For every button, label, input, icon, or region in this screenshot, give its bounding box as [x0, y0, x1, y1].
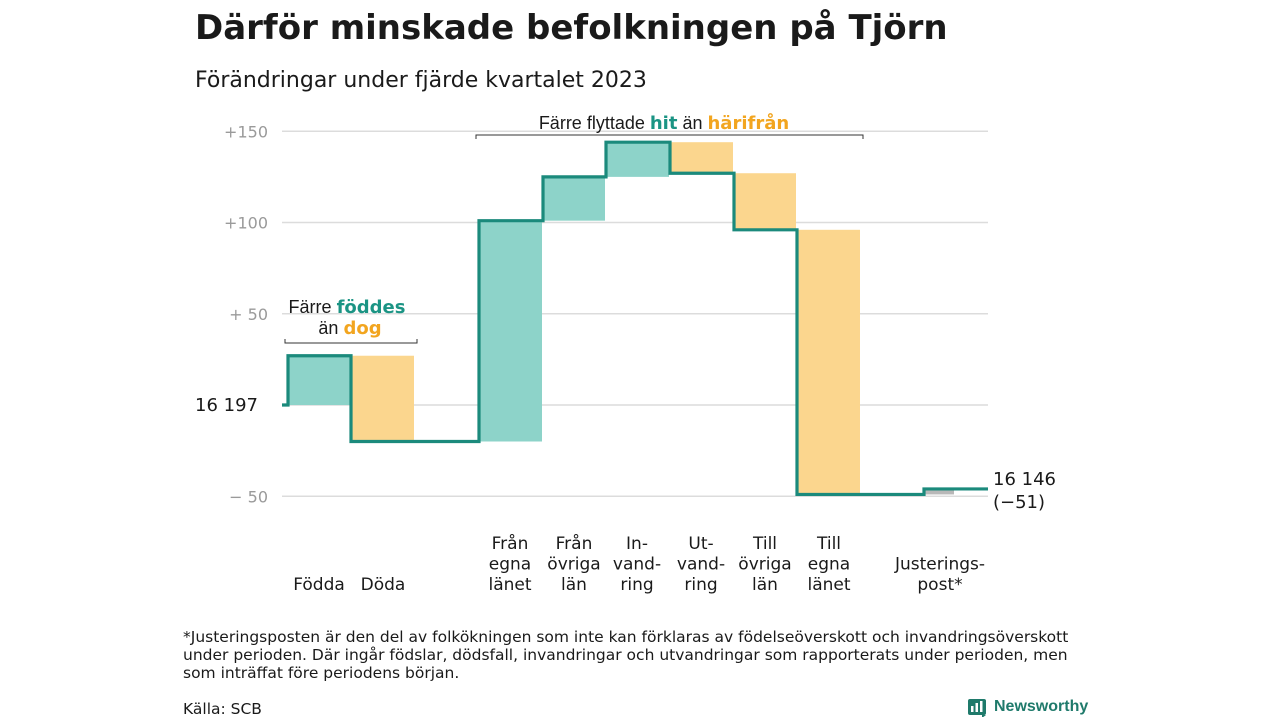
category-label: Från: [492, 533, 529, 554]
category-label: egna: [489, 555, 531, 575]
y-tick-label: + 50: [229, 305, 268, 324]
category-label: Från: [556, 533, 593, 554]
category-label: län: [752, 575, 778, 595]
category-label: övriga: [547, 555, 600, 575]
category-label: Födda: [293, 575, 345, 595]
moves-bracket: [475, 134, 864, 139]
bar-layer: [288, 142, 954, 495]
waterfall-bar: [797, 229, 860, 495]
footnote: *Justeringsposten är den del av folkökni…: [183, 628, 1069, 682]
line-layer: [282, 140, 988, 497]
category-label: Döda: [361, 575, 406, 595]
category-label: ring: [684, 575, 717, 595]
category-label: Ut-: [688, 534, 713, 554]
category-label: egna: [808, 555, 850, 575]
waterfall-bar: [351, 355, 414, 442]
chart-subtitle: Förändringar under fjärde kvartalet 2023: [195, 68, 647, 93]
brand-name: Newsworthy: [994, 698, 1089, 715]
births-annotation-line2: än dog: [318, 318, 381, 339]
category-label: vand-: [613, 555, 661, 575]
newsworthy-logo-icon: [968, 699, 986, 717]
end-value-label: 16 146: [993, 469, 1056, 490]
category-label: Till: [752, 534, 777, 554]
label-layer: +150 +100 + 50 − 50 16 197 16 146(−51) Födda Dö…: [195, 122, 1056, 595]
category-label: In-: [626, 534, 648, 554]
chart-title: Därför minskade befolkningen på Tjörn: [195, 8, 948, 48]
births-bracket: [284, 339, 418, 344]
waterfall-bar: [479, 220, 542, 442]
waterfall-chart: +150 +100 + 50 − 50 16 197 16 146(−51) Födda Dö…: [195, 112, 1056, 595]
waterfall-bar: [924, 488, 954, 495]
end-change-label: (−51): [993, 492, 1045, 513]
births-annotation-line1: Färre föddes: [289, 297, 406, 318]
y-tick-label: − 50: [229, 487, 268, 506]
start-value-label: 16 197: [195, 395, 258, 416]
category-label: övriga: [738, 555, 791, 575]
category-label: län: [561, 575, 587, 595]
category-label: länet: [807, 575, 850, 595]
y-tick-label: +100: [224, 214, 268, 233]
brand-logo: Newsworthy: [968, 697, 1088, 717]
category-label: Justerings-: [894, 555, 985, 575]
waterfall-bar: [543, 176, 605, 221]
category-label: Till: [816, 534, 841, 554]
waterfall-bar: [734, 173, 796, 230]
moves-annotation: Färre flyttade hit än härifrån: [539, 112, 789, 134]
category-label: vand-: [677, 555, 725, 575]
waterfall-bar: [606, 142, 669, 177]
category-label: ring: [620, 575, 653, 595]
category-label: länet: [488, 575, 531, 595]
waterfall-bar: [288, 355, 350, 405]
waterfall-bar: [670, 142, 733, 174]
waterfall-line: [282, 140, 988, 497]
source-note: Källa: SCB: [183, 700, 262, 718]
category-label: post*: [917, 575, 962, 595]
y-tick-label: +150: [224, 122, 268, 141]
